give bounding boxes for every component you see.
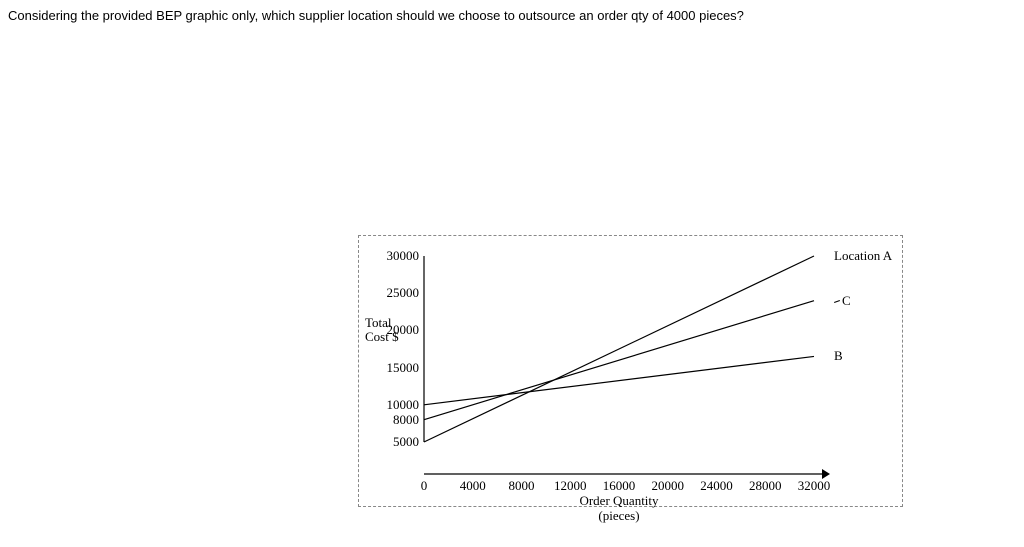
series-label-c: C	[834, 293, 851, 309]
bep-chart-container: Total Cost $ Order Quantity (pieces) 300…	[358, 235, 903, 507]
y-tick-25000: 25000	[379, 285, 419, 301]
x-axis-label: Order Quantity (pieces)	[579, 494, 658, 524]
series-line-b	[424, 356, 814, 404]
y-tick-10000: 10000	[379, 397, 419, 413]
x-tick-4000: 4000	[460, 478, 486, 494]
x-tick-28000: 28000	[749, 478, 782, 494]
plot-area	[424, 256, 814, 442]
x-tick-20000: 20000	[652, 478, 685, 494]
x-tick-24000: 24000	[700, 478, 733, 494]
series-line-c	[424, 301, 814, 420]
y-tick-30000: 30000	[379, 248, 419, 264]
y-tick-15000: 15000	[379, 360, 419, 376]
series-line-location-a	[424, 256, 814, 442]
y-tick-5000: 5000	[379, 434, 419, 450]
x-tick-8000: 8000	[509, 478, 535, 494]
x-tick-16000: 16000	[603, 478, 636, 494]
y-tick-20000: 20000	[379, 322, 419, 338]
series-label-b: B	[834, 348, 843, 364]
x-axis-label-line1: Order Quantity	[579, 494, 658, 509]
series-label-location-a: Location A	[834, 248, 892, 264]
x-tick-32000: 32000	[798, 478, 831, 494]
x-tick-0: 0	[421, 478, 428, 494]
question-text: Considering the provided BEP graphic onl…	[8, 8, 744, 23]
x-tick-12000: 12000	[554, 478, 587, 494]
y-tick-8000: 8000	[379, 412, 419, 428]
x-axis-label-line2: (pieces)	[579, 509, 658, 524]
